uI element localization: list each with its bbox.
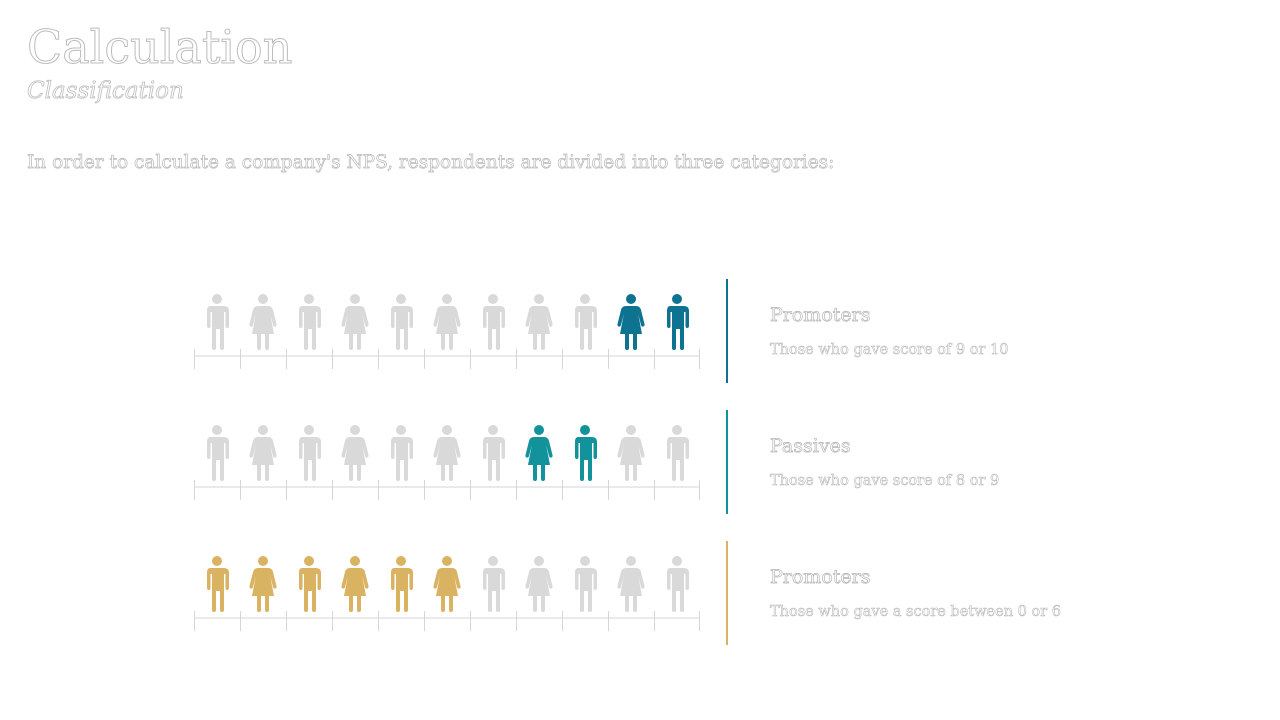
category-description: Those who gave a score between 0 or 6 <box>770 604 1062 621</box>
female-person-icon <box>339 293 371 351</box>
male-person-icon <box>201 424 233 482</box>
female-person-icon <box>615 424 647 482</box>
people-figures <box>194 293 700 355</box>
highlighted-male-person-icon <box>293 555 325 613</box>
category-title: Promoters <box>770 566 871 589</box>
highlighted-female-person-icon <box>431 555 463 613</box>
female-person-icon <box>431 293 463 351</box>
category-description: Those who gave score of 9 or 10 <box>770 342 1009 359</box>
male-person-icon <box>201 293 233 351</box>
male-person-icon <box>477 424 509 482</box>
male-person-icon <box>477 555 509 613</box>
people-figures <box>194 424 700 486</box>
category-title: Passives <box>770 435 851 458</box>
male-person-icon <box>385 424 417 482</box>
highlighted-male-person-icon <box>569 424 601 482</box>
page-subtitle: Classification <box>27 78 185 105</box>
row-divider <box>726 279 728 383</box>
category-row-promoters: Promoters Those who gave score of 9 or 1… <box>0 279 1280 389</box>
male-person-icon <box>293 424 325 482</box>
highlighted-female-person-icon <box>339 555 371 613</box>
category-title: Promoters <box>770 304 871 327</box>
female-person-icon <box>523 555 555 613</box>
male-person-icon <box>569 293 601 351</box>
highlighted-female-person-icon <box>523 424 555 482</box>
people-figures <box>194 555 700 617</box>
male-person-icon <box>385 293 417 351</box>
score-scale <box>194 611 700 633</box>
highlighted-female-person-icon <box>615 293 647 351</box>
category-description: Those who gave score of 8 or 9 <box>770 473 1000 490</box>
row-divider <box>726 410 728 514</box>
highlighted-male-person-icon <box>661 293 693 351</box>
highlighted-male-person-icon <box>201 555 233 613</box>
score-scale <box>194 349 700 371</box>
male-person-icon <box>569 555 601 613</box>
row-divider <box>726 541 728 645</box>
score-scale <box>194 480 700 502</box>
category-row-passives: Passives Those who gave score of 8 or 9 <box>0 410 1280 520</box>
female-person-icon <box>523 293 555 351</box>
male-person-icon <box>477 293 509 351</box>
male-person-icon <box>661 555 693 613</box>
highlighted-male-person-icon <box>385 555 417 613</box>
male-person-icon <box>661 424 693 482</box>
page-title: Calculation <box>26 20 293 75</box>
female-person-icon <box>615 555 647 613</box>
male-person-icon <box>293 293 325 351</box>
female-person-icon <box>339 424 371 482</box>
female-person-icon <box>247 424 279 482</box>
highlighted-female-person-icon <box>247 555 279 613</box>
category-row-detractors: Promoters Those who gave a score between… <box>0 541 1280 651</box>
female-person-icon <box>247 293 279 351</box>
female-person-icon <box>431 424 463 482</box>
intro-text: In order to calculate a company's NPS, r… <box>27 152 835 174</box>
